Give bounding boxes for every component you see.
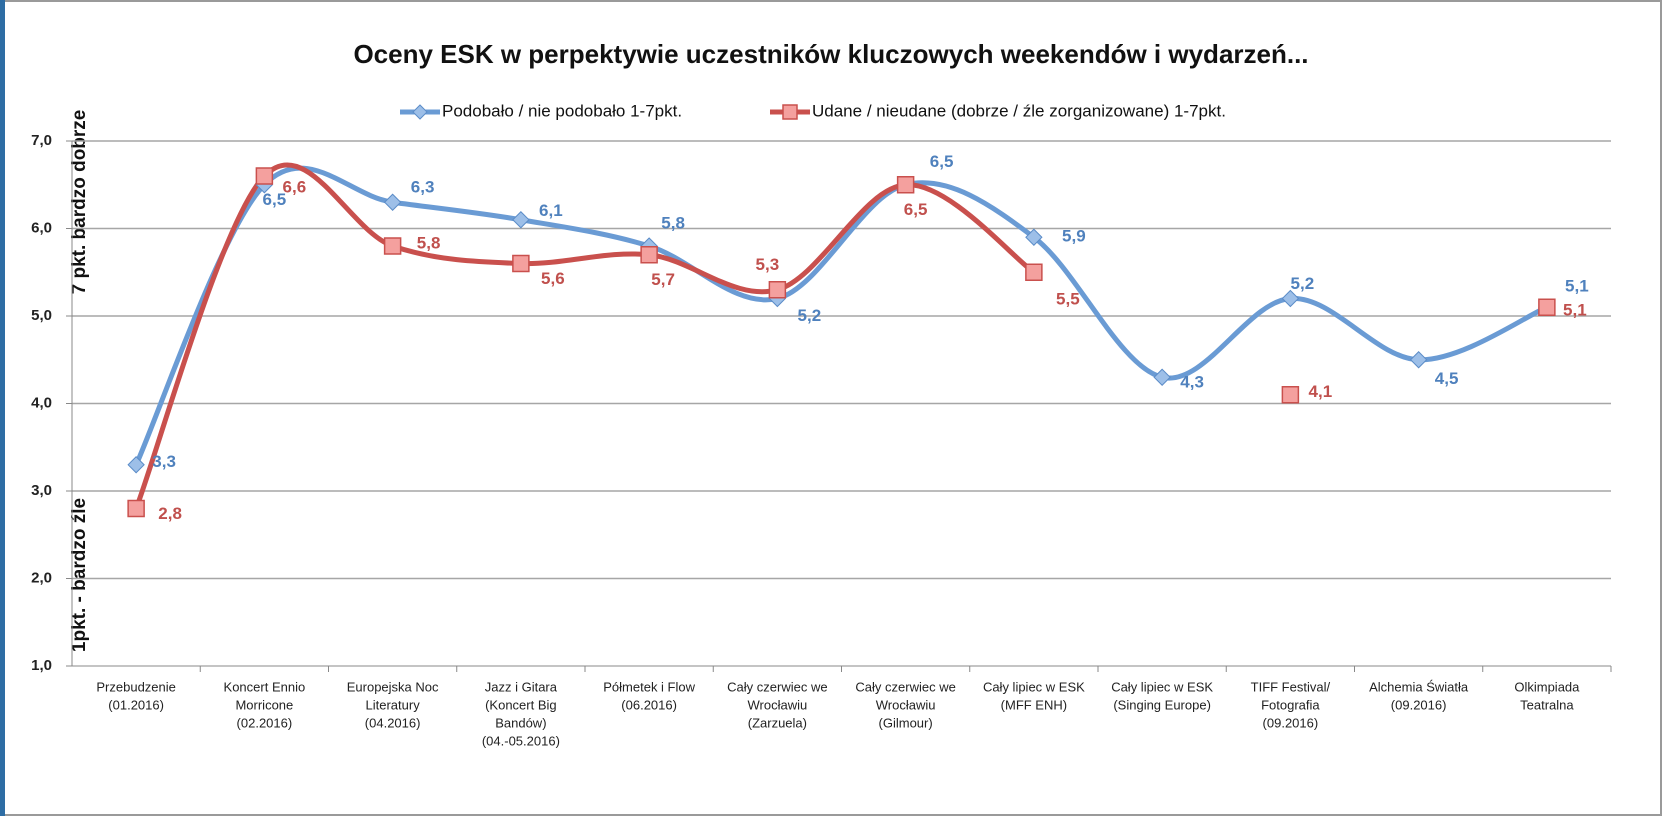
x-tick-label: (09.2016) bbox=[1263, 715, 1319, 730]
data-label: 2,8 bbox=[158, 504, 182, 523]
x-tick-label: Teatralna bbox=[1520, 697, 1574, 712]
data-label: 4,5 bbox=[1435, 369, 1459, 388]
legend-marker bbox=[412, 104, 428, 120]
x-tick-label: (01.2016) bbox=[108, 697, 164, 712]
data-label: 6,3 bbox=[411, 178, 435, 197]
y-tick-label: 6,0 bbox=[31, 219, 52, 236]
y-tick-label: 5,0 bbox=[31, 307, 52, 324]
data-label: 6,5 bbox=[904, 200, 928, 219]
data-label: 5,8 bbox=[417, 233, 441, 252]
data-label: 5,5 bbox=[1056, 290, 1080, 309]
x-tick-label: (Zarzuela) bbox=[748, 715, 807, 730]
y-tick-label: 7,0 bbox=[31, 132, 52, 149]
x-tick-label: (Koncert Big bbox=[485, 697, 557, 712]
x-tick-label: (09.2016) bbox=[1391, 697, 1447, 712]
marker bbox=[1409, 351, 1428, 369]
data-label: 6,5 bbox=[930, 152, 954, 171]
y-tick-label: 1,0 bbox=[31, 657, 52, 674]
marker bbox=[1281, 289, 1300, 308]
legend-label: Podobało / nie podobało 1-7pkt. bbox=[442, 101, 682, 120]
marker bbox=[127, 499, 145, 518]
x-tick-label: (Gilmour) bbox=[879, 715, 933, 730]
legend-marker bbox=[782, 104, 798, 120]
x-tick-label: Olkimpiada bbox=[1514, 679, 1580, 694]
x-tick-label: Fotografia bbox=[1261, 697, 1320, 712]
data-label: 5,2 bbox=[798, 306, 822, 325]
marker bbox=[1281, 386, 1300, 404]
data-label: 6,1 bbox=[539, 201, 563, 220]
marker bbox=[1153, 368, 1171, 386]
chart-title: Oceny ESK w perpektywie uczestników kluc… bbox=[353, 39, 1308, 69]
data-label: 5,7 bbox=[651, 270, 675, 289]
marker bbox=[768, 281, 787, 299]
y-axis-label: 7 pkt. bardzo dobrze bbox=[69, 110, 90, 295]
x-tick-label: Przebudzenie bbox=[96, 679, 176, 694]
x-tick-label: TIFF Festival/ bbox=[1251, 679, 1331, 694]
x-tick-label: (04.-05.2016) bbox=[482, 733, 560, 748]
data-label: 5,1 bbox=[1565, 277, 1589, 296]
data-label: 5,1 bbox=[1563, 301, 1587, 320]
series-line bbox=[133, 162, 1037, 511]
data-label: 5,9 bbox=[1062, 227, 1086, 246]
marker bbox=[1025, 263, 1043, 281]
x-tick-label: Cały czerwiec we bbox=[727, 679, 827, 694]
y-axis-label: 1pkt. - bardzo źle bbox=[69, 498, 90, 652]
marker bbox=[255, 167, 274, 185]
x-tick-label: Półmetek i Flow bbox=[603, 679, 695, 694]
marker bbox=[383, 237, 402, 255]
marker bbox=[127, 456, 145, 474]
x-tick-label: Bandów) bbox=[495, 715, 546, 730]
data-label: 6,6 bbox=[283, 177, 307, 196]
marker bbox=[512, 254, 530, 273]
x-tick-label: Cały lipiec w ESK bbox=[1111, 679, 1213, 694]
data-label: 5,2 bbox=[1291, 274, 1315, 293]
data-label: 3,3 bbox=[152, 452, 176, 471]
x-tick-label: (Singing Europe) bbox=[1113, 697, 1211, 712]
marker bbox=[1538, 298, 1556, 316]
x-tick-label: Wrocławiu bbox=[748, 697, 808, 712]
data-label: 4,3 bbox=[1180, 373, 1204, 392]
legend-label: Udane / nieudane (dobrze / źle zorganizo… bbox=[812, 101, 1226, 120]
marker bbox=[512, 211, 530, 229]
x-tick-label: Koncert Ennio bbox=[224, 679, 306, 694]
data-label: 5,8 bbox=[661, 213, 685, 232]
marker bbox=[896, 176, 915, 194]
data-label: 4,1 bbox=[1309, 382, 1333, 401]
data-label: 6,5 bbox=[263, 190, 287, 209]
x-tick-label: (02.2016) bbox=[237, 715, 293, 730]
edge-strip bbox=[0, 0, 5, 816]
x-tick-label: Morricone bbox=[235, 697, 293, 712]
data-label: 5,3 bbox=[756, 255, 780, 274]
x-tick-label: Alchemia Światła bbox=[1369, 679, 1469, 694]
x-tick-label: Wrocławiu bbox=[876, 697, 936, 712]
x-tick-label: Literatury bbox=[366, 697, 421, 712]
marker bbox=[640, 246, 658, 264]
y-tick-label: 4,0 bbox=[31, 394, 52, 411]
x-tick-label: Cały czerwiec we bbox=[855, 679, 955, 694]
x-tick-label: (06.2016) bbox=[621, 697, 677, 712]
x-tick-label: Europejska Noc bbox=[347, 679, 439, 694]
x-tick-label: Cały lipiec w ESK bbox=[983, 679, 1085, 694]
marker bbox=[1025, 228, 1043, 246]
y-tick-label: 2,0 bbox=[31, 569, 52, 586]
y-tick-label: 3,0 bbox=[31, 482, 52, 499]
x-tick-label: (MFF ENH) bbox=[1001, 697, 1067, 712]
data-label: 5,6 bbox=[541, 269, 565, 288]
marker bbox=[383, 193, 402, 211]
x-tick-label: (04.2016) bbox=[365, 715, 421, 730]
x-tick-label: Jazz i Gitara bbox=[485, 679, 558, 694]
